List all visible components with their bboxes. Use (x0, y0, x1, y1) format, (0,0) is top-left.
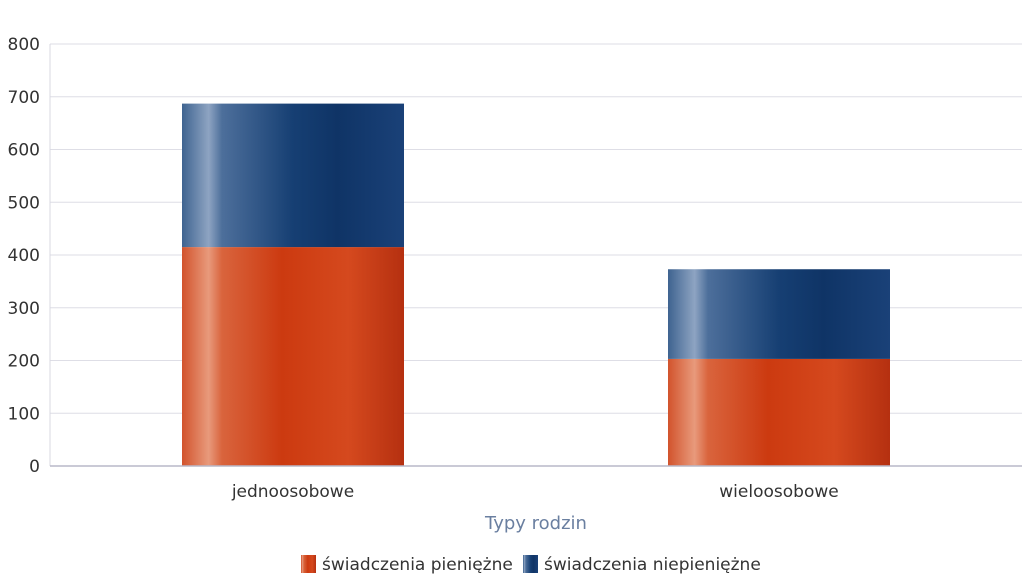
y-tick-label: 400 (8, 246, 40, 266)
legend-swatch (301, 555, 316, 573)
bars (182, 103, 890, 466)
bar-swiadczenia-niepieniezne-wieloosobowe[interactable] (668, 269, 890, 359)
legend: świadczenia pieniężne świadczenia niepien… (301, 555, 761, 575)
bar-swiadczenia-pieniezne-wieloosobowe[interactable] (668, 358, 890, 466)
legend-label[interactable]: świadczenia pieniężne (322, 555, 513, 575)
x-axis: jednoosobowe wieloosobowe (231, 482, 839, 502)
y-tick-label: 700 (8, 88, 40, 108)
y-tick-label: 600 (8, 141, 40, 161)
legend-swatch (523, 555, 538, 573)
y-axis: 0 100 200 300 400 500 600 700 800 (8, 35, 51, 477)
bar-swiadczenia-niepieniezne-jednoosobowe[interactable] (182, 103, 404, 248)
x-axis-title: Typy rodzin (484, 513, 587, 534)
bar-swiadczenia-pieniezne-jednoosobowe[interactable] (182, 247, 404, 466)
x-tick-label: jednoosobowe (231, 482, 354, 502)
y-tick-label: 800 (8, 35, 40, 55)
y-tick-label: 200 (8, 352, 40, 372)
y-tick-label: 300 (8, 299, 40, 319)
y-tick-label: 0 (29, 457, 40, 477)
y-tick-label: 100 (8, 404, 40, 424)
y-tick-label: 500 (8, 193, 40, 213)
legend-label[interactable]: świadczenia niepieniężne (544, 555, 761, 575)
x-tick-label: wieloosobowe (719, 482, 838, 502)
